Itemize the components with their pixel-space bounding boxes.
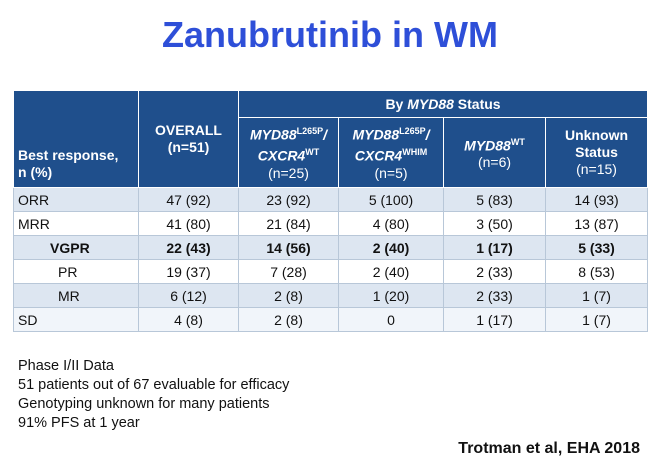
- table-row: SD 4 (8) 2 (8) 0 1 (17) 1 (7): [13, 307, 649, 332]
- col-l265p-cxcr4wt-header: MYD88L265P/ CXCR4WT (n=25): [238, 117, 339, 188]
- citation: Trotman et al, EHA 2018: [458, 440, 640, 457]
- note-line: 51 patients out of 67 evaluable for effi…: [18, 377, 290, 393]
- col-myd88wt-header: MYD88WT (n=6): [443, 117, 546, 188]
- table-header-row-1: Best response, n (%) OVERALL (n=51) By M…: [13, 90, 649, 188]
- status-group-header: By MYD88 Status: [237, 90, 649, 118]
- table-row: MR 6 (12) 2 (8) 1 (20) 2 (33) 1 (7): [13, 283, 649, 308]
- overall-n: (n=51): [167, 139, 210, 155]
- table-header-row-2: MYD88L265P/ CXCR4WT (n=25) MYD88L265P/ C…: [14, 117, 649, 188]
- table-row: MRR 41 (80) 21 (84) 4 (80) 3 (50) 13 (87…: [13, 211, 649, 236]
- response-table: Best response, n (%) OVERALL (n=51) By M…: [13, 90, 649, 332]
- notes-block: Phase I/II Data 51 patients out of 67 ev…: [18, 357, 289, 433]
- note-line: 91% PFS at 1 year: [18, 415, 140, 431]
- row-header-line1: Best response,: [18, 147, 119, 163]
- row-header-line2: n (%): [18, 164, 53, 180]
- overall-label: OVERALL: [155, 122, 222, 138]
- overall-header: OVERALL (n=51): [138, 90, 239, 188]
- note-line: Phase I/II Data: [18, 358, 114, 374]
- row-header: Best response, n (%): [13, 90, 139, 188]
- table-row: ORR 47 (92) 23 (92) 5 (100) 5 (83) 14 (9…: [13, 187, 649, 212]
- table-row: VGPR 22 (43) 14 (56) 2 (40) 1 (17) 5 (33…: [13, 235, 649, 260]
- table-row: PR 19 (37) 7 (28) 2 (40) 2 (33) 8 (53): [13, 259, 649, 284]
- note-line: Genotyping unknown for many patients: [18, 396, 270, 412]
- col-l265p-cxcr4whim-header: MYD88L265P/ CXCR4WHIM (n=5): [338, 117, 444, 188]
- col-unknown-header: Unknown Status (n=15): [544, 117, 649, 188]
- slide-title: Zanubrutinib in WM: [162, 14, 498, 55]
